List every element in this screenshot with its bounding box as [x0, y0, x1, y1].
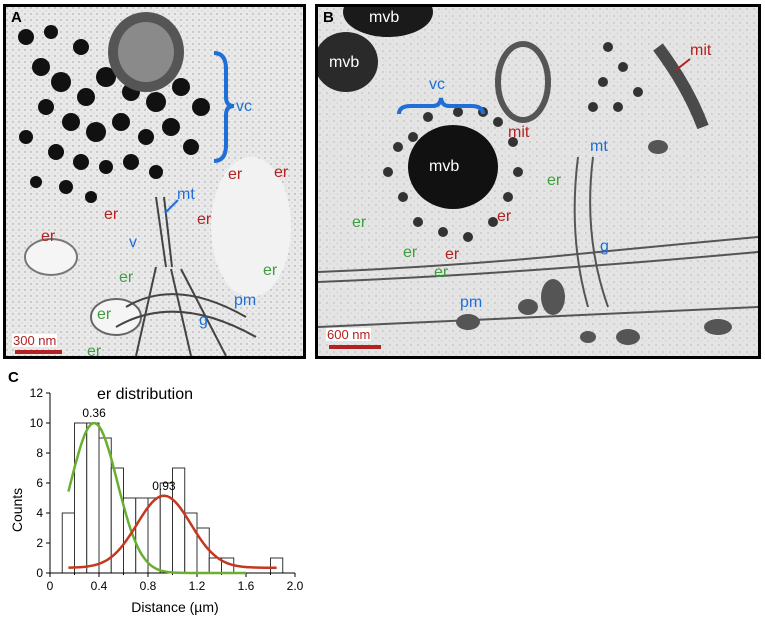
label-er: er — [547, 172, 562, 189]
label-er: er — [434, 264, 449, 281]
fit-curve-red — [68, 494, 277, 569]
x-tick-label: 0.8 — [140, 579, 157, 593]
label-er: er — [403, 244, 418, 261]
label-pm: pm — [460, 294, 483, 311]
y-axis-label: Counts — [9, 488, 25, 532]
label-er: er — [228, 166, 243, 183]
panel-b-letter: B — [323, 9, 334, 26]
micrograph-panel-a: A vc er er er er er mt v er er er er pm … — [3, 4, 306, 359]
chart-title: er distribution — [97, 386, 193, 403]
vc-brace-icon — [397, 97, 485, 115]
plot-area: 0 0.4 0.8 1.2 1.6 2.0 0 2 4 6 8 10 12 0.36 0.93 — [30, 386, 304, 593]
label-mt: mt — [590, 138, 608, 155]
label-er: er — [445, 246, 460, 263]
peak-label: 0.36 — [82, 406, 106, 420]
label-g: g — [600, 238, 609, 255]
label-vc: vc — [236, 98, 252, 115]
x-tick-label: 1.2 — [189, 579, 206, 593]
label-er: er — [104, 206, 119, 223]
label-er: er — [274, 164, 289, 181]
peak-label: 0.93 — [152, 479, 176, 493]
label-er: er — [197, 211, 212, 228]
x-tick-label: 0 — [47, 579, 54, 593]
y-tick-label: 8 — [36, 446, 43, 460]
label-er: er — [41, 228, 56, 245]
histogram-bar — [86, 422, 100, 574]
scale-bar-label: 600 nm — [326, 327, 372, 342]
label-mit: mit — [508, 124, 530, 141]
scale-bar — [15, 350, 62, 354]
x-axis-label: Distance (µm) — [131, 599, 218, 615]
er-distribution-chart: C er distribution Distance (µm) Counts 0… — [8, 369, 304, 615]
label-mvb: mvb — [329, 54, 360, 71]
label-er: er — [97, 306, 112, 323]
histogram-bar — [147, 497, 161, 574]
y-tick-label: 12 — [30, 386, 44, 400]
label-mvb: mvb — [429, 158, 460, 175]
label-er: er — [263, 262, 278, 279]
label-g: g — [199, 312, 208, 329]
mt-pointer-line — [164, 199, 179, 214]
x-tick-label: 2.0 — [287, 579, 304, 593]
y-tick-label: 0 — [36, 566, 43, 580]
x-tick-label: 0.4 — [91, 579, 108, 593]
label-v: v — [129, 234, 137, 251]
micrograph-a-image — [6, 7, 303, 356]
y-tick-label: 6 — [36, 476, 43, 490]
vc-brace-icon — [213, 51, 235, 163]
label-vc: vc — [429, 76, 445, 93]
label-er: er — [87, 343, 102, 359]
panel-c-letter: C — [8, 369, 19, 386]
histogram-bar — [98, 437, 112, 574]
mit-pointer-line — [675, 58, 691, 71]
y-tick-label: 10 — [30, 416, 44, 430]
label-mvb: mvb — [369, 9, 400, 26]
panel-a-letter: A — [11, 9, 22, 26]
micrograph-panel-b: B mvb mvb mvb vc mit mit mt er er er er … — [315, 4, 761, 359]
label-er: er — [119, 269, 134, 286]
label-pm: pm — [234, 292, 257, 309]
label-mt: mt — [177, 186, 195, 203]
label-mit: mit — [690, 42, 712, 59]
micrograph-b-image — [318, 7, 758, 356]
x-tick-label: 1.6 — [238, 579, 255, 593]
label-er: er — [352, 214, 367, 231]
scale-bar — [329, 345, 381, 349]
histogram-bar — [61, 512, 75, 574]
fit-curve-green — [67, 421, 246, 575]
histogram-bar — [270, 557, 284, 574]
y-tick-label: 2 — [36, 536, 43, 550]
y-tick-label: 4 — [36, 506, 43, 520]
scale-bar-label: 300 nm — [12, 333, 58, 348]
label-er: er — [497, 208, 512, 225]
